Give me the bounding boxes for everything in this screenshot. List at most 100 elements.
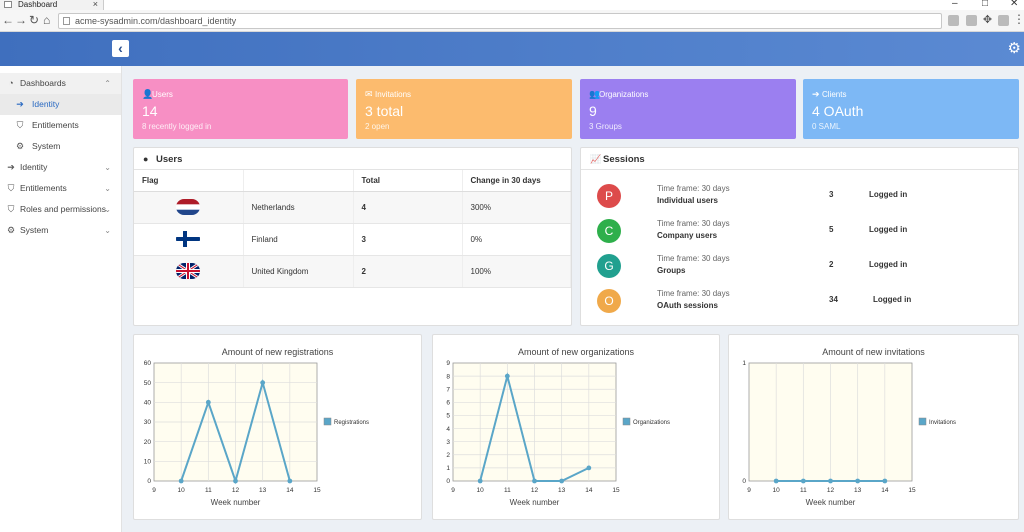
forward-icon[interactable]: → xyxy=(15,13,27,27)
session-count: 34 xyxy=(829,295,838,304)
sidebar-item-system-dashboard[interactable]: ⚙ System xyxy=(0,136,121,157)
minimize-icon[interactable]: – xyxy=(952,0,958,9)
y-tick-label: 1 xyxy=(742,360,746,367)
x-tick-label: 12 xyxy=(232,487,240,494)
invitations-chart: 9 10 11 12 13 14 15 0 1 Week number Invitations xyxy=(742,360,956,507)
chevron-up-icon: ⌃ xyxy=(104,79,111,88)
sidebar-item-label: System xyxy=(20,225,49,235)
dashboard-icon: ◔ xyxy=(8,78,14,88)
extension-icon[interactable] xyxy=(966,15,977,26)
invitations-chart-panel: Amount of new invitations 9 10 11 12 13 14 15 0… xyxy=(728,334,1019,520)
session-count: 2 xyxy=(829,260,834,269)
sidebar-item-entitlements[interactable]: ⛉ Entitlements ⌄ xyxy=(0,178,121,199)
session-timeframe: Time frame: 30 days xyxy=(657,254,730,263)
sidebar-item-label: Identity xyxy=(32,99,60,109)
y-tick-label: 7 xyxy=(446,386,450,393)
united-kingdom-flag-icon xyxy=(176,263,200,279)
y-tick-label: 8 xyxy=(446,373,450,380)
y-tick-label: 0 xyxy=(147,478,151,485)
session-name: Individual users xyxy=(657,196,718,205)
card-subtext: 3 Groups xyxy=(589,122,622,131)
y-tick-label: 30 xyxy=(144,419,152,426)
panel-header: ● Users xyxy=(134,148,571,170)
x-axis-label: Week number xyxy=(211,498,261,507)
session-avatar: P xyxy=(597,184,621,208)
move-icon[interactable]: ✥ xyxy=(982,14,993,26)
sidebar-item-entitlements-dashboard[interactable]: ⛉ Entitlements xyxy=(0,115,121,136)
data-point xyxy=(532,478,537,484)
x-tick-label: 9 xyxy=(451,487,455,494)
session-avatar: C xyxy=(597,219,621,243)
organizations-stat-card[interactable]: 👥Organizations 9 3 Groups xyxy=(580,79,796,139)
sign-in-icon: ➔ xyxy=(812,89,820,99)
card-title: Invitations xyxy=(375,90,412,99)
flag-cell xyxy=(134,223,244,256)
sidebar-toggle-button[interactable]: ‹ xyxy=(112,40,129,57)
tab-close-icon[interactable]: × xyxy=(92,0,98,9)
sidebar-item-identity[interactable]: ➔ Identity ⌄ xyxy=(0,157,121,178)
shield-icon: ⛉ xyxy=(16,120,24,130)
settings-gear-icon[interactable]: ⚙ xyxy=(1007,40,1021,57)
panel-header: 📈 Sessions xyxy=(581,148,1018,170)
app-header: ‹ ⚙ xyxy=(0,32,1024,66)
sidebar-item-roles-and-permissions[interactable]: ⛉ Roles and permissions ⌄ xyxy=(0,199,121,220)
cogs-icon: ⚙ xyxy=(15,141,25,151)
data-point xyxy=(178,478,184,484)
sidebar-item-label: System xyxy=(32,141,61,151)
y-tick-label: 1 xyxy=(446,465,450,472)
card-subtext: 2 open xyxy=(365,122,390,131)
x-tick-label: 11 xyxy=(205,487,212,494)
globe-icon: ● xyxy=(143,154,149,164)
extension-icon[interactable] xyxy=(998,15,1009,26)
chevron-down-icon: ⌄ xyxy=(104,205,111,214)
session-status: Logged in xyxy=(873,295,912,304)
registrations-chart-panel: Amount of new registrations 9 10 11 12 13 14 1… xyxy=(133,334,422,520)
y-tick-label: 6 xyxy=(446,400,450,407)
extension-icon[interactable] xyxy=(948,15,959,26)
invitations-stat-card[interactable]: ✉ Invitations 3 total 2 open xyxy=(356,79,572,139)
session-name: Company users xyxy=(657,231,718,240)
home-icon[interactable]: ⌂ xyxy=(43,13,51,27)
y-tick-label: 10 xyxy=(144,459,152,466)
flag-cell xyxy=(134,191,244,224)
session-row: G Time frame: 30 days Groups 2 Logged in xyxy=(581,250,1024,285)
sidebar-item-label: Identity xyxy=(20,162,48,172)
browser-tabbar: Dashboard × – □ ✕ xyxy=(0,0,1024,10)
data-point xyxy=(477,478,483,484)
x-tick-label: 15 xyxy=(612,487,620,494)
menu-icon[interactable]: ⋮ xyxy=(1013,12,1024,26)
sidebar-item-system[interactable]: ⚙ System ⌄ xyxy=(0,220,121,241)
x-tick-label: 14 xyxy=(585,487,593,494)
page-icon xyxy=(63,17,70,25)
sidebar-item-dashboards[interactable]: ◔ Dashboards ⌃ xyxy=(0,73,121,94)
data-point xyxy=(205,399,211,405)
x-tick-label: 13 xyxy=(259,487,267,494)
legend-swatch xyxy=(918,417,927,426)
address-bar[interactable]: acme-sysadmin.com/dashboard_identity xyxy=(58,13,942,29)
reload-icon[interactable]: ↻ xyxy=(29,13,40,27)
flag-cell xyxy=(134,255,244,288)
clients-stat-card[interactable]: ➔ Clients 4 OAuth 0 SAML xyxy=(803,79,1019,139)
country-cell: United Kingdom xyxy=(243,255,354,288)
sign-in-icon: ➔ xyxy=(7,162,15,172)
users-stat-card[interactable]: 👤Users 14 8 recently logged in xyxy=(133,79,348,139)
legend-label: Organizations xyxy=(633,420,670,426)
browser-tab[interactable]: Dashboard × xyxy=(0,0,104,10)
y-tick-label: 4 xyxy=(446,426,450,433)
card-value: 14 xyxy=(142,103,158,119)
y-tick-label: 0 xyxy=(446,478,450,485)
maximize-icon[interactable]: □ xyxy=(982,0,989,9)
column-header: Change in 30 days xyxy=(462,170,571,192)
window-close-icon[interactable]: ✕ xyxy=(1010,0,1019,9)
total-cell: 2 xyxy=(353,255,463,288)
data-point xyxy=(287,478,293,484)
session-name: Groups xyxy=(657,266,686,275)
back-icon[interactable]: ← xyxy=(2,13,14,27)
chevron-down-icon: ⌄ xyxy=(104,226,111,235)
tab-title: Dashboard xyxy=(18,0,58,9)
registrations-chart: 9 10 11 12 13 14 15 0 10 20 30 40 50 60 Week number Reg… xyxy=(144,360,369,507)
table-row: Netherlands 4 300% xyxy=(134,191,571,224)
x-tick-label: 11 xyxy=(504,487,511,494)
sidebar-item-identity-dashboard[interactable]: ➔ Identity xyxy=(0,94,121,115)
change-cell: 300% xyxy=(462,191,571,224)
